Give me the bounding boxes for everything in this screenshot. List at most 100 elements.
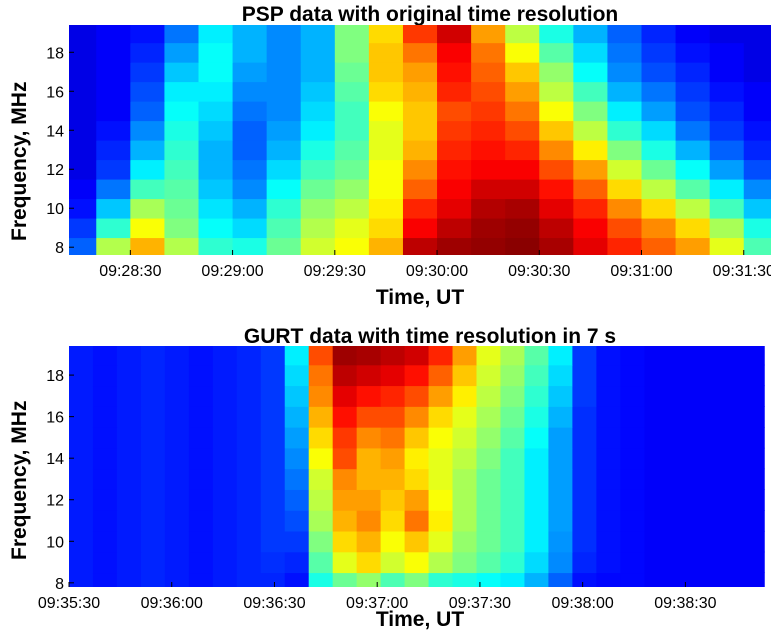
heatmap-cell — [308, 447, 334, 470]
heatmap-cell — [334, 159, 370, 180]
heatmap-cell — [308, 406, 334, 428]
heatmap-cell — [524, 551, 550, 574]
heatmap-cell — [308, 572, 334, 587]
heatmap-cell — [675, 178, 711, 200]
heatmap-cell — [743, 42, 771, 63]
heatmap-cell — [140, 510, 166, 532]
heatmap-cell — [130, 81, 166, 102]
heatmap-cell — [334, 237, 370, 255]
heatmap-cell — [476, 572, 502, 587]
heatmap-cell — [572, 346, 597, 366]
heatmap-cell — [548, 346, 573, 366]
heatmap-cell — [716, 572, 741, 587]
heatmap-cell — [260, 530, 286, 553]
heatmap-cell — [428, 551, 454, 574]
heatmap-cell — [260, 572, 286, 587]
heatmap-cell — [548, 364, 573, 387]
heatmap-cell — [284, 489, 310, 511]
heatmap-cell — [300, 159, 336, 180]
heatmap-cell — [164, 217, 200, 239]
heatmap-cell — [402, 198, 438, 219]
gurt-x-tick-label: 09:36:00 — [141, 595, 203, 612]
heatmap-cell — [572, 530, 597, 553]
heatmap-cell — [471, 62, 506, 83]
heatmap-cell — [164, 159, 200, 180]
heatmap-cell — [69, 346, 94, 366]
heatmap-cell — [92, 364, 118, 387]
heatmap-cell — [644, 346, 669, 366]
heatmap-cell — [368, 42, 404, 63]
psp-y-tick-label: 14 — [46, 123, 64, 140]
heatmap-cell — [709, 217, 745, 239]
heatmap-cell — [92, 346, 118, 366]
heatmap-cell — [92, 447, 118, 470]
heatmap-cell — [644, 447, 669, 470]
heatmap-cell — [471, 159, 506, 180]
heatmap-cell — [437, 237, 472, 255]
heatmap-cell — [505, 178, 540, 200]
heatmap-cell — [548, 530, 573, 553]
heatmap-cell — [740, 447, 765, 470]
heatmap-cell — [212, 572, 238, 587]
heatmap-cell — [675, 237, 711, 255]
heatmap-cell — [644, 530, 669, 553]
heatmap-cell — [539, 237, 574, 255]
heatmap-cell — [140, 530, 166, 553]
gurt-x-axis-label: Time, UT — [375, 608, 465, 631]
heatmap-cell — [260, 510, 286, 532]
heatmap-cell — [236, 510, 262, 532]
heatmap-cell — [644, 572, 669, 587]
heatmap-cell — [500, 447, 526, 470]
heatmap-cell — [212, 385, 238, 407]
gurt-x-tick-label: 09:38:30 — [654, 595, 716, 612]
heatmap-cell — [69, 427, 94, 449]
heatmap-cell — [668, 530, 693, 553]
heatmap-cell — [668, 406, 693, 428]
heatmap-cell — [140, 385, 166, 407]
heatmap-cell — [332, 427, 358, 449]
heatmap-cell — [334, 101, 370, 122]
heatmap-cell — [334, 178, 370, 200]
heatmap-cell — [539, 198, 574, 219]
heatmap-cell — [332, 406, 358, 428]
heatmap-cell — [116, 447, 142, 470]
heatmap-cell — [428, 346, 454, 366]
heatmap-cell — [116, 551, 142, 574]
heatmap-cell — [260, 468, 286, 490]
heatmap-cell — [716, 406, 741, 428]
heatmap-cell — [188, 385, 214, 407]
heatmap-cell — [69, 468, 94, 490]
heatmap-cell — [308, 364, 334, 387]
heatmap-cell — [188, 447, 214, 470]
heatmap-cell — [644, 510, 669, 532]
heatmap-cell — [356, 530, 382, 553]
heatmap-cell — [308, 468, 334, 490]
heatmap-cell — [428, 447, 454, 470]
psp-y-tick-label: 16 — [46, 84, 64, 101]
heatmap-cell — [548, 489, 573, 511]
heatmap-cell — [471, 42, 506, 63]
heatmap-cell — [668, 572, 693, 587]
heatmap-cell — [692, 489, 717, 511]
heatmap-cell — [404, 489, 430, 511]
heatmap-cell — [130, 25, 166, 44]
heatmap-cell — [743, 178, 771, 200]
heatmap-cell — [188, 489, 214, 511]
gurt-x-tick-label: 09:37:30 — [449, 595, 511, 612]
heatmap-cell — [716, 385, 741, 407]
heatmap-cell — [164, 120, 200, 141]
heatmap-cell — [140, 489, 166, 511]
heatmap-cell — [404, 406, 430, 428]
heatmap-cell — [69, 42, 97, 63]
heatmap-cell — [644, 406, 669, 428]
heatmap-cell — [644, 427, 669, 449]
heatmap-cell — [476, 406, 502, 428]
heatmap-cell — [164, 551, 190, 574]
heatmap-cell — [92, 385, 118, 407]
heatmap-cell — [232, 101, 268, 122]
heatmap-cell — [260, 447, 286, 470]
heatmap-cell — [69, 120, 97, 141]
heatmap-cell — [232, 237, 268, 255]
heatmap-cell — [505, 140, 540, 161]
heatmap-cell — [92, 468, 118, 490]
